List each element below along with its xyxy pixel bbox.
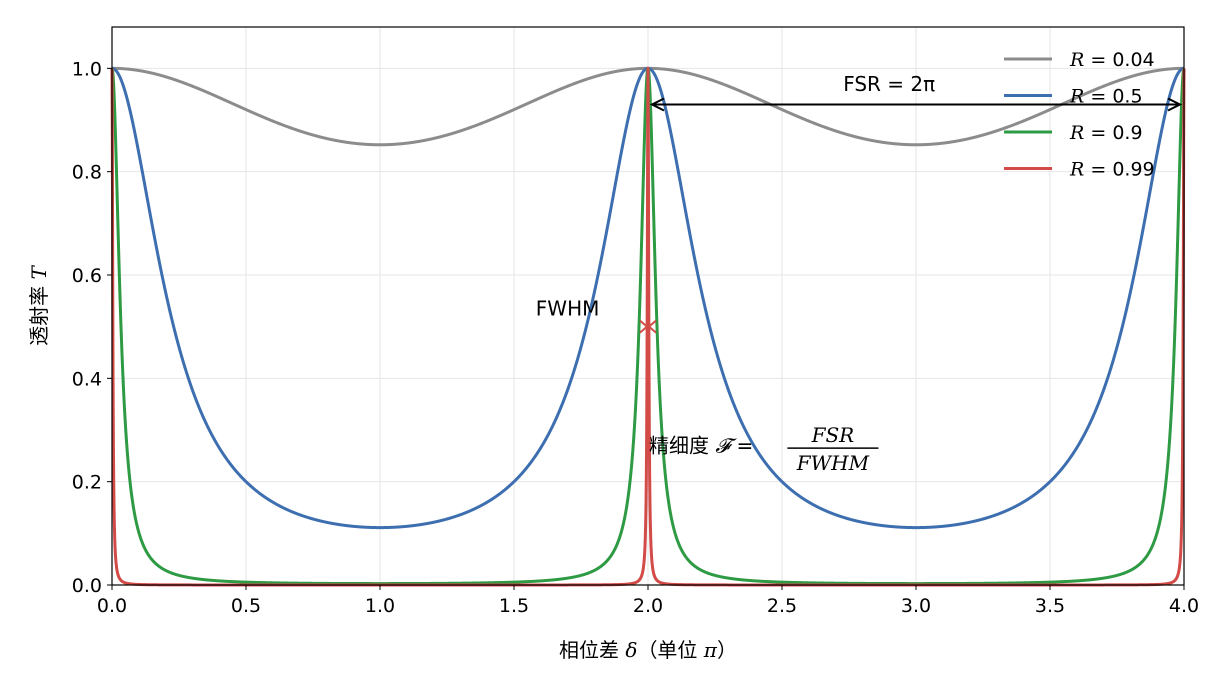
legend-label: R = 0.99 bbox=[1069, 159, 1155, 181]
fwhm-marker-left bbox=[639, 319, 649, 334]
finesse-numerator: FSR bbox=[811, 423, 855, 447]
legend-var: R bbox=[1069, 122, 1084, 144]
y-tick-label: 0.8 bbox=[72, 162, 102, 184]
legend-label: R = 0.9 bbox=[1069, 122, 1143, 144]
legend-eq: = bbox=[1084, 122, 1112, 144]
legend-val: 0.99 bbox=[1112, 159, 1154, 181]
y-tick-label: 0.4 bbox=[72, 368, 102, 390]
legend-var: R bbox=[1069, 86, 1084, 108]
finesse-eq: = bbox=[730, 434, 753, 458]
x-axis-title-unit: π bbox=[703, 638, 718, 662]
y-ticks: 0.0 0.2 0.4 0.6 0.8 1.0 bbox=[72, 58, 112, 597]
legend-label: R = 0.04 bbox=[1069, 49, 1155, 71]
y-axis-title: 透射率 T bbox=[27, 264, 51, 345]
fwhm-marker bbox=[639, 319, 657, 334]
legend-var: R bbox=[1069, 159, 1084, 181]
x-tick-label: 1.5 bbox=[499, 595, 529, 617]
x-axis-title-open: （单位 bbox=[637, 638, 703, 662]
finesse-prefix-text: 精细度 bbox=[649, 434, 715, 458]
x-ticks: 0.0 0.5 1.0 1.5 2.0 2.5 3.0 3.5 4.0 bbox=[97, 585, 1199, 617]
legend-label: R = 0.5 bbox=[1069, 86, 1143, 108]
y-tick-label: 0.6 bbox=[72, 265, 102, 287]
fwhm-marker-right bbox=[647, 319, 657, 334]
x-axis-title-close: ） bbox=[717, 638, 737, 662]
x-tick-label: 3.5 bbox=[1035, 595, 1065, 617]
legend-val: 0.5 bbox=[1112, 86, 1142, 108]
legend: R = 0.04R = 0.5R = 0.9R = 0.99 bbox=[1004, 49, 1155, 181]
x-tick-label: 3.0 bbox=[901, 595, 931, 617]
legend-val: 0.9 bbox=[1112, 122, 1142, 144]
fsr-label: FSR = 2π bbox=[843, 72, 935, 96]
x-tick-label: 0.5 bbox=[231, 595, 261, 617]
legend-var: R bbox=[1069, 49, 1084, 71]
y-tick-label: 1.0 bbox=[72, 58, 102, 80]
x-tick-label: 4.0 bbox=[1169, 595, 1199, 617]
x-tick-label: 2.0 bbox=[633, 595, 663, 617]
x-axis-title: 相位差 δ（单位 π） bbox=[559, 638, 737, 662]
fsr-arrowhead-right bbox=[1167, 97, 1183, 112]
x-axis-title-symbol: δ bbox=[625, 638, 637, 662]
y-axis-title-symbol: T bbox=[27, 264, 51, 279]
x-tick-label: 1.0 bbox=[365, 595, 395, 617]
annotations: FSR = 2π FWHM 精细度 𝓕 = FSR FWHM bbox=[536, 72, 1183, 475]
x-axis-title-prefix: 相位差 bbox=[559, 638, 625, 662]
finesse-denominator: FWHM bbox=[796, 451, 870, 475]
fsr-arrowhead-left bbox=[649, 97, 665, 112]
fwhm-label: FWHM bbox=[536, 297, 600, 321]
y-tick-label: 0.0 bbox=[72, 575, 102, 597]
legend-eq: = bbox=[1084, 86, 1112, 108]
finesse-formula: 精细度 𝓕 = FSR FWHM bbox=[649, 423, 879, 475]
finesse-prefix: 精细度 𝓕 = bbox=[649, 434, 753, 458]
y-axis-title-prefix: 透射率 bbox=[27, 279, 51, 345]
x-tick-label: 0.0 bbox=[97, 595, 127, 617]
y-tick-label: 0.2 bbox=[72, 472, 102, 494]
x-tick-label: 2.5 bbox=[767, 595, 797, 617]
legend-val: 0.04 bbox=[1112, 49, 1154, 71]
legend-eq: = bbox=[1084, 49, 1112, 71]
legend-eq: = bbox=[1084, 159, 1112, 181]
